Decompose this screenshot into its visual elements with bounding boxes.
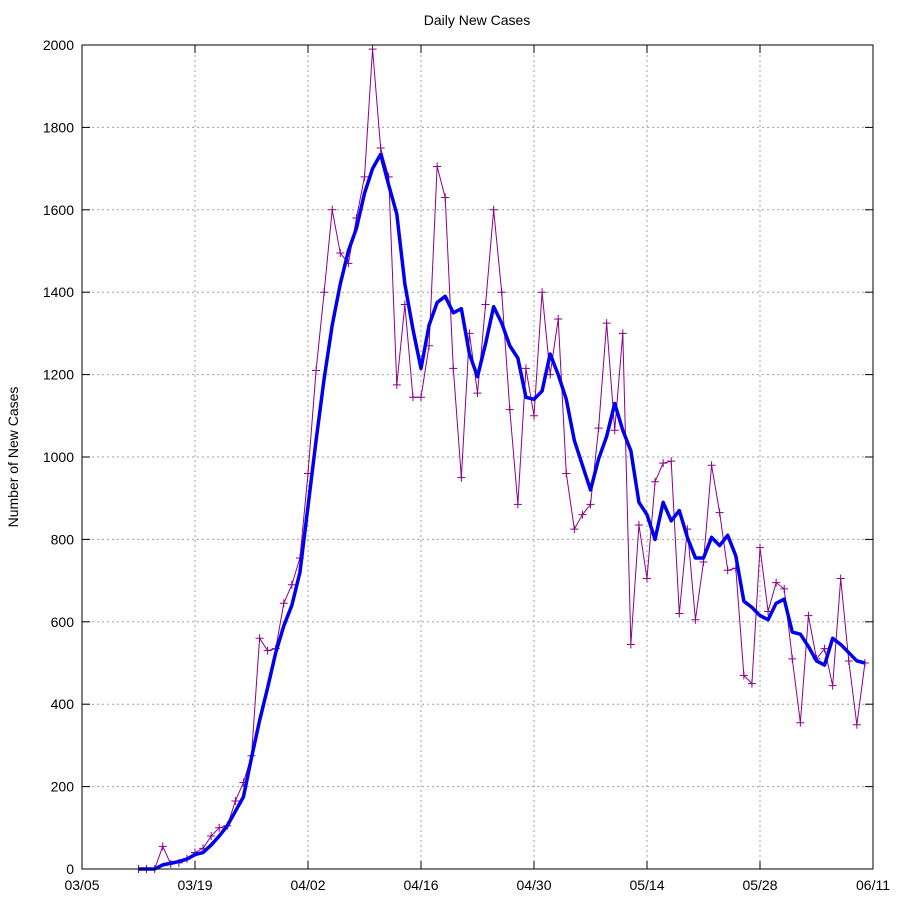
daily-cases-point <box>521 364 530 373</box>
daily-cases-point <box>828 681 837 690</box>
daily-cases-point <box>489 205 498 214</box>
y-tick-label: 1200 <box>43 367 74 383</box>
daily-cases-point <box>634 520 643 529</box>
daily-cases-point <box>441 193 450 202</box>
daily-cases-point <box>820 644 829 653</box>
daily-cases-point <box>505 405 514 414</box>
daily-cases-point <box>360 172 369 181</box>
plot-frame <box>81 44 874 870</box>
x-tick-label: 04/30 <box>516 877 551 893</box>
x-tick-label: 03/19 <box>177 877 212 893</box>
daily-cases-point <box>408 393 417 402</box>
daily-cases-point <box>158 842 167 851</box>
daily-cases-point <box>852 720 861 729</box>
daily-cases-point <box>312 366 321 375</box>
daily-cases-point <box>207 832 216 841</box>
grid-lines <box>82 45 873 869</box>
daily-cases-point <box>796 718 805 727</box>
daily-cases-point <box>530 411 538 420</box>
x-tick-label: 04/02 <box>290 877 325 893</box>
daily-cases-point <box>417 393 425 402</box>
daily-cases-point <box>562 469 571 478</box>
y-tick-label: 600 <box>51 614 75 630</box>
daily-cases-point <box>836 574 845 583</box>
daily-cases-point <box>667 457 676 466</box>
daily-cases-point <box>739 671 748 680</box>
daily-cases-point <box>780 584 789 593</box>
daily-cases-point <box>804 611 813 620</box>
daily-cases-point <box>473 389 482 398</box>
daily-cases-point <box>449 364 458 373</box>
daily-cases-point <box>602 319 611 328</box>
daily-cases-point <box>287 580 296 589</box>
chart-title: Daily New Cases <box>424 12 531 28</box>
x-tick-label: 06/11 <box>856 877 890 893</box>
daily-cases-point <box>554 314 563 323</box>
y-axis-label: Number of New Cases <box>5 387 21 528</box>
x-tick-label: 05/28 <box>742 877 777 893</box>
average-cases-series <box>138 152 866 871</box>
daily-cases-point <box>546 370 555 379</box>
daily-cases-point <box>691 615 700 624</box>
x-axis-ticks: 03/05 03/19 04/02 04/16 04/30 05/14 05/28 06/11 <box>64 45 890 893</box>
y-tick-label: 1400 <box>43 284 74 300</box>
daily-cases-point <box>481 300 490 309</box>
daily-cases-point <box>723 566 732 575</box>
daily-cases-point <box>675 609 684 618</box>
daily-cases-point <box>215 823 224 832</box>
y-tick-label: 200 <box>51 779 75 795</box>
daily-cases-point <box>594 424 603 433</box>
daily-cases-point <box>433 162 442 171</box>
daily-cases-point <box>392 380 401 389</box>
y-tick-label: 1000 <box>43 449 74 465</box>
daily-cases-point <box>788 654 797 663</box>
daily-cases-point <box>715 508 724 517</box>
daily-cases-point <box>618 329 627 338</box>
daily-cases-point <box>756 543 764 552</box>
daily-cases-point <box>513 500 522 509</box>
daily-cases-point <box>368 45 377 54</box>
y-tick-label: 800 <box>51 531 75 547</box>
daily-cases-point <box>610 426 619 435</box>
average-cases-line <box>138 152 866 871</box>
daily-cases-point <box>255 634 264 643</box>
y-axis-ticks: 0 200 400 600 800 1000 1200 1400 1600 1800 2000 <box>43 37 873 877</box>
x-tick-label: 04/16 <box>403 877 438 893</box>
x-tick-label: 03/05 <box>64 877 99 893</box>
daily-cases-point <box>231 797 240 806</box>
y-tick-label: 400 <box>51 696 75 712</box>
daily-cases-point <box>376 144 385 152</box>
daily-cases-point <box>263 646 272 655</box>
y-tick-label: 2000 <box>43 37 74 53</box>
daily-cases-point <box>328 205 337 214</box>
daily-cases-point <box>844 656 853 665</box>
daily-cases-point <box>279 599 288 608</box>
daily-cases-point <box>457 473 466 482</box>
daily-cases-point <box>497 288 506 297</box>
daily-cases-point <box>747 679 756 688</box>
y-tick-label: 0 <box>66 861 74 877</box>
daily-cases-point <box>772 578 781 587</box>
daily-cases-point <box>336 249 345 258</box>
daily-cases-point <box>707 461 716 470</box>
x-tick-label: 05/14 <box>629 877 664 893</box>
y-tick-label: 1600 <box>43 202 74 218</box>
daily-cases-point <box>626 640 635 649</box>
daily-cases-point <box>643 574 651 583</box>
y-tick-label: 1800 <box>43 119 74 135</box>
daily-cases-point <box>659 459 668 468</box>
daily-cases-point <box>651 477 660 486</box>
daily-cases-series <box>134 45 869 873</box>
daily-cases-point <box>578 510 587 519</box>
daily-cases-point <box>320 288 329 297</box>
daily-cases-point <box>570 525 579 534</box>
daily-cases-point <box>586 500 595 509</box>
daily-cases-point <box>538 288 547 297</box>
